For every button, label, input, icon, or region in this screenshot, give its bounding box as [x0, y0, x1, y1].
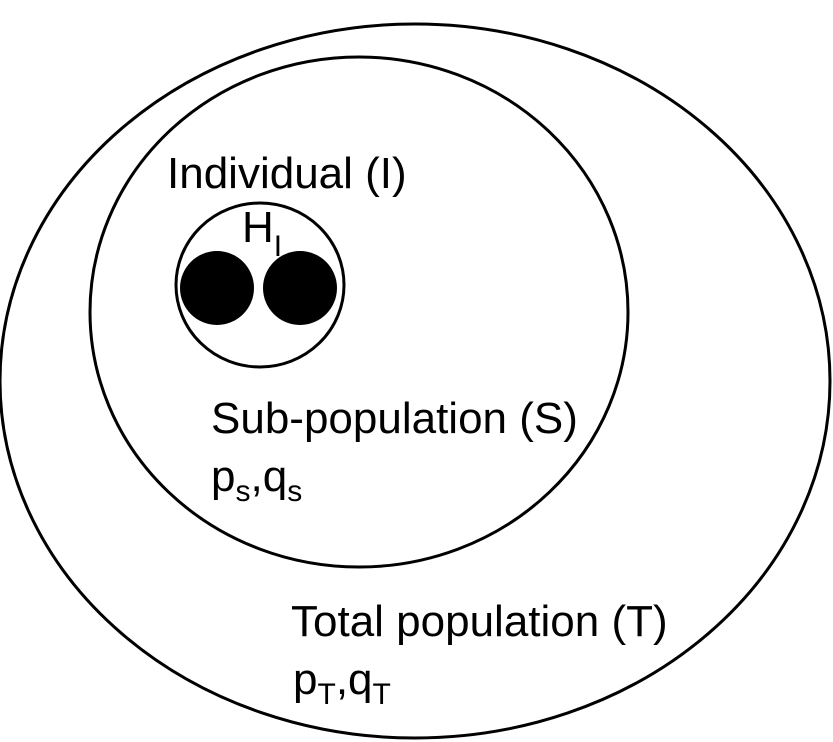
subpop-separator: , [250, 452, 262, 501]
total-population-ellipse [0, 22, 832, 740]
heterozygosity-subscript: I [274, 230, 282, 263]
total-q-subscript: T [373, 678, 391, 711]
subpopulation-label: Sub-population (S) [211, 394, 578, 443]
subpop-q: q [263, 452, 287, 501]
heterozygosity-symbol: H [242, 203, 274, 252]
subpopulation-ellipse [88, 55, 630, 569]
allele-right [263, 251, 337, 325]
total-p-subscript: T [317, 678, 335, 711]
allele-left [180, 251, 254, 325]
subpop-p: p [211, 452, 235, 501]
individual-heterozygosity: HI [242, 203, 282, 263]
individual-label: Individual (I) [167, 149, 407, 198]
subpopulation-frequencies: ps,qs [211, 452, 302, 508]
total-population-label: Total population (T) [291, 597, 668, 646]
total-q: q [348, 655, 372, 704]
subpop-p-subscript: s [235, 475, 250, 508]
individual-circle [174, 201, 346, 369]
total-separator: , [336, 655, 348, 704]
total-population-frequencies: pT,qT [293, 655, 391, 711]
subpop-q-subscript: s [287, 475, 302, 508]
total-p: p [293, 655, 317, 704]
